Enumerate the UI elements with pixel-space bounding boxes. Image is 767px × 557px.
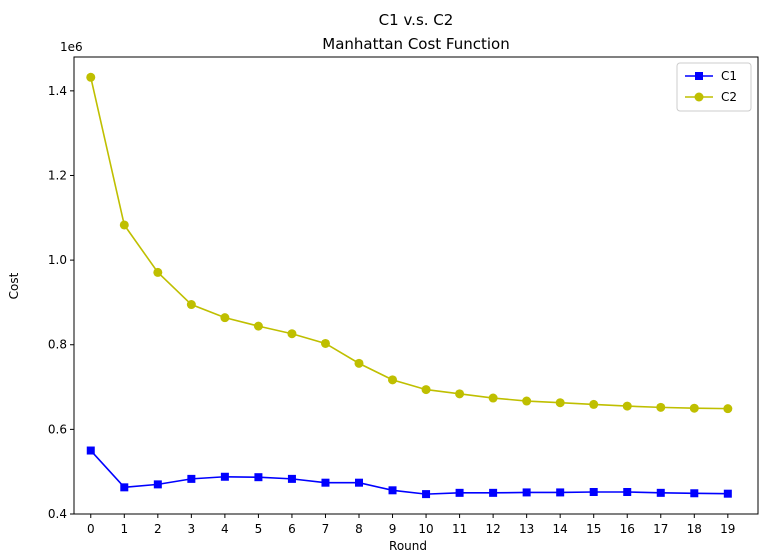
x-tick-label-19: 19 — [720, 522, 735, 536]
chart-subtitle: Manhattan Cost Function — [322, 35, 510, 53]
data-point-c1-16 — [623, 487, 632, 496]
legend-marker-c1 — [695, 72, 703, 80]
data-point-c1-0 — [86, 446, 95, 455]
y-tick-label-0: 0.4 — [48, 507, 67, 521]
data-point-c1-8 — [355, 478, 363, 487]
data-point-c2-19 — [723, 404, 733, 414]
data-point-c2-12 — [488, 393, 498, 403]
data-point-c1-2 — [153, 480, 162, 489]
data-point-c1-1 — [120, 483, 129, 492]
plot-frame — [73, 56, 759, 515]
series-line-c1 — [90, 449, 728, 495]
x-tick-label-18: 18 — [687, 522, 702, 536]
data-point-c2-15 — [589, 399, 599, 409]
y-axis-offset-label: 1e6 — [60, 40, 83, 54]
data-point-c1-7 — [321, 478, 330, 487]
data-point-c2-17 — [656, 402, 666, 412]
y-tick-label-1: 0.6 — [48, 422, 67, 436]
data-point-c2-5 — [253, 321, 263, 331]
x-tick-label-12: 12 — [485, 522, 500, 536]
data-point-c1-13 — [522, 488, 531, 497]
x-tick-label-5: 5 — [255, 522, 263, 536]
plot-area: 0 1 2 3 4 5 6 7 8 9 10 11 12 13 14 15 16 17 18 190.40.60.81… — [48, 56, 759, 536]
y-tick-label-2: 0.8 — [48, 338, 67, 352]
data-point-c1-15 — [589, 487, 598, 496]
x-tick-label-13: 13 — [519, 522, 534, 536]
x-tick-label-8: 8 — [355, 522, 363, 536]
data-point-c2-3 — [186, 300, 196, 310]
data-point-c2-16 — [622, 401, 632, 411]
x-tick-label-0: 0 — [87, 522, 95, 536]
y-tick-label-3: 1.0 — [48, 253, 67, 267]
x-tick-label-3: 3 — [188, 522, 196, 536]
data-point-c1-6 — [287, 474, 296, 483]
data-point-c1-9 — [388, 486, 397, 495]
data-point-c1-12 — [489, 488, 498, 497]
data-point-c1-11 — [455, 488, 464, 497]
x-tick-label-14: 14 — [553, 522, 568, 536]
legend-box — [676, 62, 752, 112]
data-point-c2-10 — [421, 385, 431, 395]
x-tick-label-15: 15 — [586, 522, 601, 536]
data-point-c2-14 — [555, 398, 565, 408]
data-point-c2-13 — [522, 396, 532, 406]
x-tick-label-17: 17 — [653, 522, 668, 536]
y-tick-label-5: 1.4 — [48, 84, 67, 98]
series-line-c2 — [89, 77, 728, 410]
data-point-c1-14 — [556, 488, 565, 497]
data-point-c2-2 — [153, 267, 163, 277]
data-point-c2-8 — [354, 358, 364, 368]
data-point-c2-18 — [689, 403, 699, 413]
x-tick-label-4: 4 — [221, 522, 229, 536]
x-axis-label: Round — [389, 539, 427, 553]
legend-label-c1: C1 — [721, 69, 737, 83]
x-tick-label-6: 6 — [288, 522, 296, 536]
chart-title: C1 v.s. C2 — [379, 11, 454, 29]
x-tick-label-7: 7 — [322, 522, 330, 536]
x-tick-label-1: 1 — [120, 522, 128, 536]
data-point-c1-4 — [220, 472, 229, 481]
x-tick-label-11: 11 — [452, 522, 467, 536]
x-tick-label-2: 2 — [154, 522, 162, 536]
data-point-c2-11 — [455, 389, 465, 399]
legend-label-c2: C2 — [721, 90, 737, 104]
data-point-c1-10 — [422, 490, 431, 499]
data-point-c2-9 — [388, 375, 398, 385]
x-tick-label-16: 16 — [620, 522, 635, 536]
y-tick-label-4: 1.2 — [48, 168, 67, 182]
data-point-c1-18 — [690, 489, 699, 498]
data-point-c2-0 — [86, 72, 96, 82]
y-axis-label: Cost — [7, 272, 21, 299]
x-tick-label-9: 9 — [389, 522, 397, 536]
data-point-c2-4 — [220, 313, 230, 323]
data-point-c1-19 — [723, 489, 732, 498]
data-point-c2-7 — [320, 338, 330, 348]
data-point-c2-6 — [287, 329, 297, 339]
x-tick-label-10: 10 — [418, 522, 433, 536]
legend-marker-c2 — [694, 92, 704, 102]
data-point-c1-17 — [656, 488, 665, 497]
data-point-c1-3 — [187, 474, 196, 483]
data-point-c2-1 — [119, 220, 129, 230]
data-point-c1-5 — [254, 473, 263, 482]
